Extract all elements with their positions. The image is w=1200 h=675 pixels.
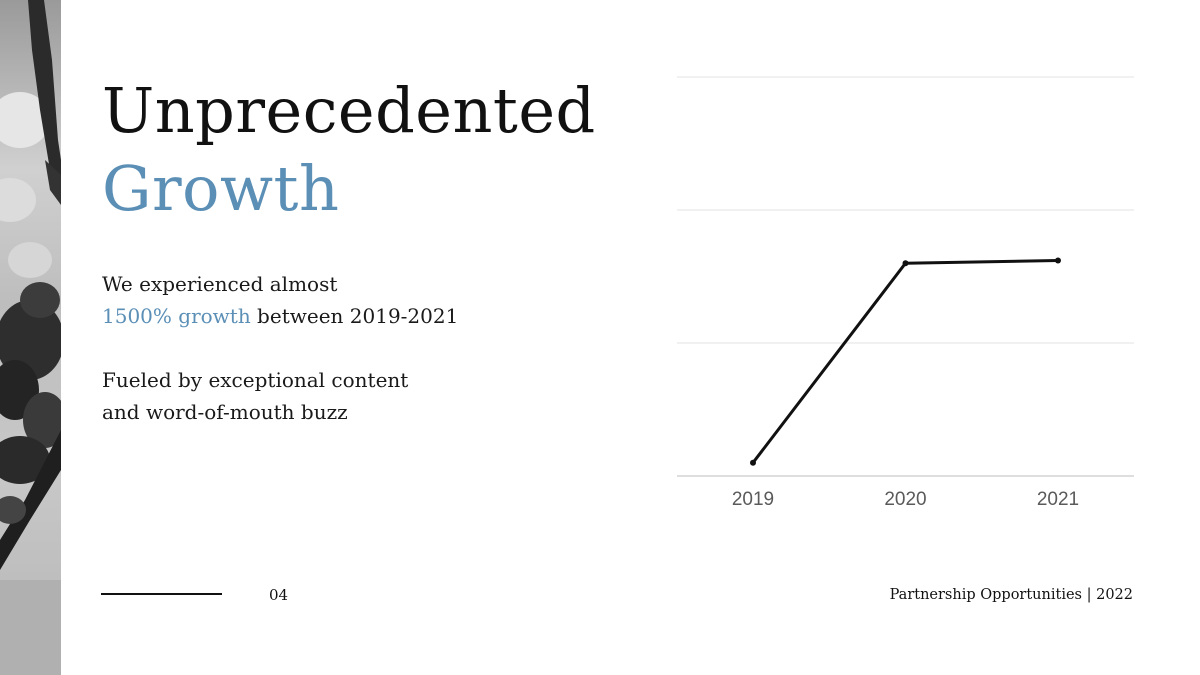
growth-paragraph-line-1: We experienced almost: [102, 272, 338, 296]
data-point-2019: [750, 459, 756, 466]
growth-highlight: 1500% growth: [102, 304, 251, 328]
fuel-paragraph-line-1: Fueled by exceptional content: [102, 368, 409, 392]
page-number: 04: [269, 586, 289, 604]
data-point-2020: [902, 260, 909, 267]
footer-rule: [101, 593, 222, 595]
growth-period-text: between 2019-2021: [250, 304, 459, 328]
growth-paragraph-line-2: 1500% growth between 2019-2021: [102, 300, 458, 332]
x-tick-label: 2019: [732, 489, 774, 510]
x-tick-label: 2021: [1037, 489, 1079, 510]
chart-gridlines: [677, 76, 1134, 344]
series-line: [751, 259, 1059, 464]
tree-photo-strip: [0, 0, 61, 675]
data-point-2021: [1055, 257, 1061, 264]
fuel-paragraph: Fueled by exceptional content and word-o…: [102, 364, 408, 428]
footer-title: Partnership Opportunities | 2022: [889, 587, 1133, 603]
fuel-paragraph-line-2: and word-of-mouth buzz: [102, 400, 348, 424]
x-tick-label: 2020: [884, 489, 926, 510]
chart-series: [750, 257, 1061, 466]
title-line-2-accent: Growth: [102, 152, 340, 225]
chart-x-tick-labels: 2019 2020 2021: [732, 489, 1079, 510]
tree-photo-image: [0, 0, 61, 675]
growth-paragraph: We experienced almost 1500% growth betwe…: [102, 268, 458, 332]
title-line-1: Unprecedented: [102, 74, 596, 147]
